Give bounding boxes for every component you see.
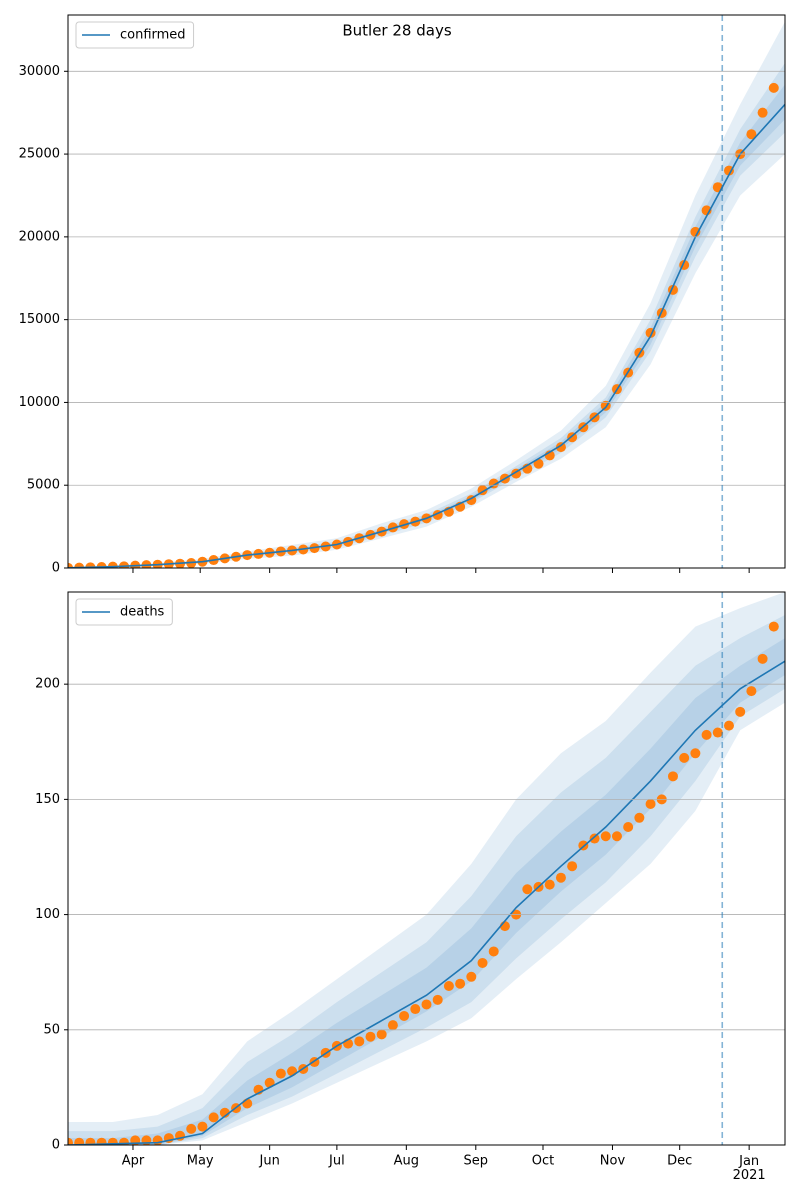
- legend-label: confirmed: [120, 28, 186, 43]
- y-tick-label: 10000: [19, 395, 60, 410]
- y-tick-label: 15000: [19, 312, 60, 327]
- observed-point: [186, 1123, 197, 1134]
- x-tick-label: Jul: [328, 1154, 345, 1169]
- observed-point: [735, 706, 746, 717]
- observed-point: [432, 994, 443, 1005]
- observed-point: [365, 1031, 376, 1042]
- observed-point: [555, 442, 566, 453]
- observed-point: [746, 129, 757, 140]
- x-tick-label: Sep: [464, 1154, 489, 1169]
- observed-point: [679, 752, 690, 763]
- observed-point: [74, 1137, 85, 1145]
- x-tick-label: Dec: [667, 1154, 692, 1169]
- observed-point: [690, 226, 701, 237]
- x-tick-label: May: [187, 1154, 214, 1169]
- y-tick-label: 0: [52, 561, 60, 576]
- observed-point: [589, 833, 600, 844]
- observed-point: [68, 562, 73, 568]
- model-line: [68, 660, 785, 1145]
- observed-point: [567, 861, 578, 872]
- observed-point: [455, 978, 466, 989]
- observed-point: [746, 686, 757, 697]
- x-tick-label: Nov: [600, 1154, 626, 1169]
- observed-point: [768, 621, 779, 632]
- confidence-band: [68, 21, 785, 568]
- observed-point: [488, 946, 499, 957]
- observed-point: [107, 1137, 118, 1145]
- confidence-band: [68, 63, 785, 568]
- observed-point: [152, 1135, 163, 1145]
- y-tick-label: 20000: [19, 229, 60, 244]
- y-tick-label: 50: [43, 1022, 60, 1037]
- observed-point: [275, 1068, 286, 1079]
- observed-point: [623, 822, 634, 833]
- y-tick-label: 25000: [19, 147, 60, 162]
- confidence-band: [68, 615, 785, 1145]
- observed-point: [410, 1004, 421, 1015]
- observed-point: [443, 981, 454, 992]
- observed-point: [768, 82, 779, 93]
- observed-point: [421, 999, 432, 1010]
- axes-frame: [67, 591, 786, 1146]
- observed-point: [533, 458, 544, 469]
- x-tick-label: Jan 2021: [733, 1154, 766, 1183]
- y-tick-label: 100: [35, 907, 60, 922]
- y-tick-label: 5000: [27, 478, 60, 493]
- observed-point: [354, 1036, 365, 1047]
- observed-point: [723, 720, 734, 731]
- observed-point: [600, 831, 611, 842]
- observed-point: [387, 1020, 398, 1031]
- y-tick-label: 0: [52, 1138, 60, 1153]
- observed-point: [287, 1066, 298, 1077]
- observed-point: [208, 1112, 219, 1123]
- plot-area: [68, 21, 785, 568]
- x-tick-label: Aug: [394, 1154, 419, 1169]
- observed-point: [466, 971, 477, 982]
- observed-point: [555, 872, 566, 883]
- observed-point: [197, 1121, 208, 1132]
- observed-point: [723, 165, 734, 176]
- x-tick-label: Oct: [532, 1154, 554, 1169]
- observed-point: [152, 559, 163, 568]
- observed-point: [757, 107, 768, 118]
- y-tick-label: 150: [35, 792, 60, 807]
- observed-point: [477, 957, 488, 968]
- chart-title: Butler 28 days: [342, 22, 451, 40]
- observed-point: [68, 1137, 73, 1145]
- observed-point: [701, 729, 712, 740]
- observed-point: [141, 1135, 152, 1145]
- x-tick-label: Apr: [122, 1154, 145, 1169]
- observed-point: [544, 879, 555, 890]
- model-line: [68, 103, 785, 568]
- confidence-band: [68, 592, 785, 1145]
- legend-box: [75, 21, 195, 49]
- observed-point: [96, 1137, 107, 1145]
- observed-point: [712, 727, 723, 738]
- observed-point: [74, 562, 85, 568]
- x-tick-label: Jun: [259, 1154, 280, 1169]
- observed-point: [757, 653, 768, 664]
- observed-point: [712, 182, 723, 193]
- axes-frame: [67, 14, 786, 569]
- observed-point: [645, 798, 656, 809]
- plot-area: [68, 592, 785, 1145]
- confidence-band: [68, 84, 785, 568]
- y-tick-label: 30000: [19, 64, 60, 79]
- legend-box: [75, 598, 173, 626]
- observed-point: [376, 1029, 387, 1040]
- confidence-band: [68, 638, 785, 1145]
- observed-point: [634, 812, 645, 823]
- observed-point: [611, 831, 622, 842]
- y-tick-label: 200: [35, 677, 60, 692]
- observed-point: [690, 748, 701, 759]
- observed-point: [85, 1137, 96, 1145]
- observed-point: [399, 1010, 410, 1021]
- observed-point: [667, 771, 678, 782]
- observed-point: [522, 884, 533, 895]
- observed-point: [242, 1098, 253, 1109]
- legend-label: deaths: [120, 605, 165, 620]
